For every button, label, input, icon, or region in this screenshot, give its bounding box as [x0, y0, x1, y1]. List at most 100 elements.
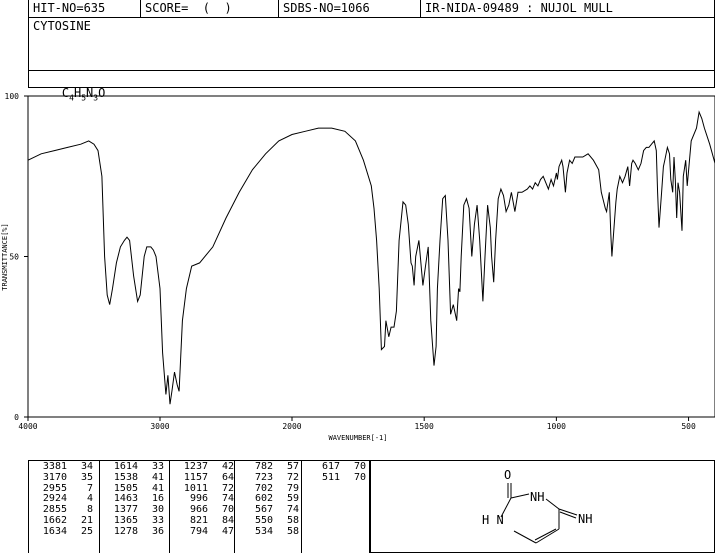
peak-row: 702 79	[239, 482, 301, 495]
x-tick-label: 4000	[18, 422, 37, 431]
peak-row: 1278 36	[104, 525, 169, 538]
peak-transmittance: 33	[151, 514, 164, 526]
peak-transmittance: 21	[80, 514, 93, 526]
peak-transmittance: 16	[151, 493, 164, 505]
peak-transmittance: 58	[286, 514, 299, 526]
imine-label: NH	[578, 512, 592, 526]
peak-row: 602 59	[239, 494, 301, 505]
peak-wavenumber: 782	[254, 461, 273, 472]
y-axis-label: TRANSMITTANCE[%]	[1, 223, 9, 290]
ir-info: IR-NIDA-09489 : NUJOL MULL	[425, 1, 613, 15]
peak-wavenumber: 723	[254, 471, 273, 483]
peak-row: 1377 30	[104, 504, 169, 516]
peak-wavenumber: 1278	[113, 525, 138, 537]
peak-row: 1662 21	[33, 514, 99, 527]
peak-row: 723 72	[239, 471, 301, 484]
peak-wavenumber: 602	[254, 493, 273, 505]
peak-transmittance: 64	[221, 471, 234, 483]
peak-transmittance: 30	[151, 504, 164, 516]
peak-transmittance: 35	[80, 471, 93, 483]
x-tick-label: 2000	[282, 422, 301, 431]
peak-row: 1237 42	[174, 461, 234, 473]
y-tick-label: 100	[5, 92, 20, 101]
peak-row: 1614 33	[104, 461, 169, 473]
peak-row: 1538 41	[104, 471, 169, 484]
peak-wavenumber: 567	[254, 504, 273, 516]
peak-transmittance: 7	[86, 482, 93, 494]
peak-transmittance: 70	[221, 504, 234, 516]
peak-row: 1157 64	[174, 471, 234, 484]
peak-transmittance: 34	[80, 461, 93, 472]
peak-row: 821 84	[174, 514, 234, 527]
y-tick-label: 50	[9, 253, 19, 262]
peak-transmittance: 4	[86, 493, 93, 505]
y-tick-label: 0	[14, 413, 19, 422]
peak-row: 794 47	[174, 525, 234, 538]
ir-spectrum-chart: 0 50 100 4000 3000 2000 1500 1000 500 TRANSMITT…	[1, 92, 715, 442]
hit-number: HIT-NO=635	[29, 0, 141, 17]
peak-transmittance: 79	[286, 482, 299, 494]
peak-wavenumber: 511	[321, 471, 340, 483]
peak-transmittance: 59	[286, 493, 299, 505]
peak-row: 996 74	[174, 494, 234, 505]
peak-row: 534 58	[239, 525, 301, 538]
peak-wavenumber: 2924	[42, 493, 67, 505]
sdbs-number: SDBS-NO=1066	[279, 0, 421, 17]
peak-row: 1011 72	[174, 482, 234, 495]
peak-transmittance: 74	[221, 493, 234, 505]
molecular-formula: C4H5N3O	[61, 86, 106, 103]
peak-row: 1463 16	[104, 494, 169, 505]
peak-transmittance: 84	[221, 514, 234, 526]
peak-row: 1634 25	[33, 525, 99, 538]
peak-wavenumber: 1237	[183, 461, 208, 472]
header-bar: HIT-NO=635 SCORE= ( ) SDBS-NO=1066 IR-NI…	[28, 0, 715, 18]
n3-label: NH	[530, 490, 544, 504]
peak-table-column: 782 57 723 72 702 79 602 59 567 74 550 58 534 58	[235, 460, 302, 553]
peak-transmittance: 36	[151, 525, 164, 537]
cytosine-structure: O NH NH H N	[482, 468, 592, 544]
peak-transmittance: 72	[221, 482, 234, 494]
score: SCORE= ( )	[141, 0, 279, 17]
peak-transmittance: 72	[286, 471, 299, 483]
peak-wavenumber: 3381	[42, 461, 67, 472]
peak-transmittance: 8	[86, 504, 93, 516]
peak-wavenumber: 1614	[113, 461, 138, 472]
peak-wavenumber: 617	[321, 461, 340, 472]
peak-wavenumber: 2855	[42, 504, 67, 516]
peak-transmittance: 42	[221, 461, 234, 472]
peak-transmittance: 25	[80, 525, 93, 537]
peak-transmittance: 74	[286, 504, 299, 516]
x-axis-label: WAVENUMBER[-1]	[328, 434, 387, 442]
peak-row: 782 57	[239, 461, 301, 473]
spectrum-line	[27, 110, 715, 405]
peak-wavenumber: 1634	[42, 525, 67, 537]
peak-wavenumber: 702	[254, 482, 273, 494]
peak-wavenumber: 1157	[183, 471, 208, 483]
peak-wavenumber: 1505	[113, 482, 138, 494]
peak-table-column: 3381 34 3170 35 2955 7 2924 4 2855 8 1662 21 1634 25	[28, 460, 100, 553]
peak-row: 1505 41	[104, 482, 169, 495]
peak-wavenumber: 1662	[42, 514, 67, 526]
peak-wavenumber: 996	[189, 493, 208, 505]
x-tick-label: 3000	[150, 422, 169, 431]
peak-transmittance: 58	[286, 525, 299, 537]
peak-row: 3170 35	[33, 471, 99, 484]
peak-transmittance: 33	[151, 461, 164, 472]
peak-table-column: 617 70 511 70	[302, 460, 370, 553]
peak-table-column: 1237 42 1157 64 1011 72 996 74 966 70 821 84 794 47	[170, 460, 235, 553]
peak-transmittance: 47	[221, 525, 234, 537]
structure-box: O NH NH H N	[370, 460, 715, 553]
peak-row: 3381 34	[33, 461, 99, 473]
peak-wavenumber: 794	[189, 525, 208, 537]
peak-wavenumber: 1538	[113, 471, 138, 483]
peak-row: 2955 7	[33, 482, 99, 495]
peak-wavenumber: 821	[189, 514, 208, 526]
x-tick-label: 500	[681, 422, 696, 431]
peak-transmittance: 70	[353, 461, 366, 472]
oxygen-label: O	[504, 468, 511, 482]
peak-row: 511 70	[306, 471, 369, 484]
peak-row: 550 58	[239, 514, 301, 527]
peak-transmittance: 57	[286, 461, 299, 472]
x-tick-label: 1500	[415, 422, 434, 431]
peak-table-column: 1614 33 1538 41 1505 41 1463 16 1377 30 1365 33 1278…	[100, 460, 170, 553]
